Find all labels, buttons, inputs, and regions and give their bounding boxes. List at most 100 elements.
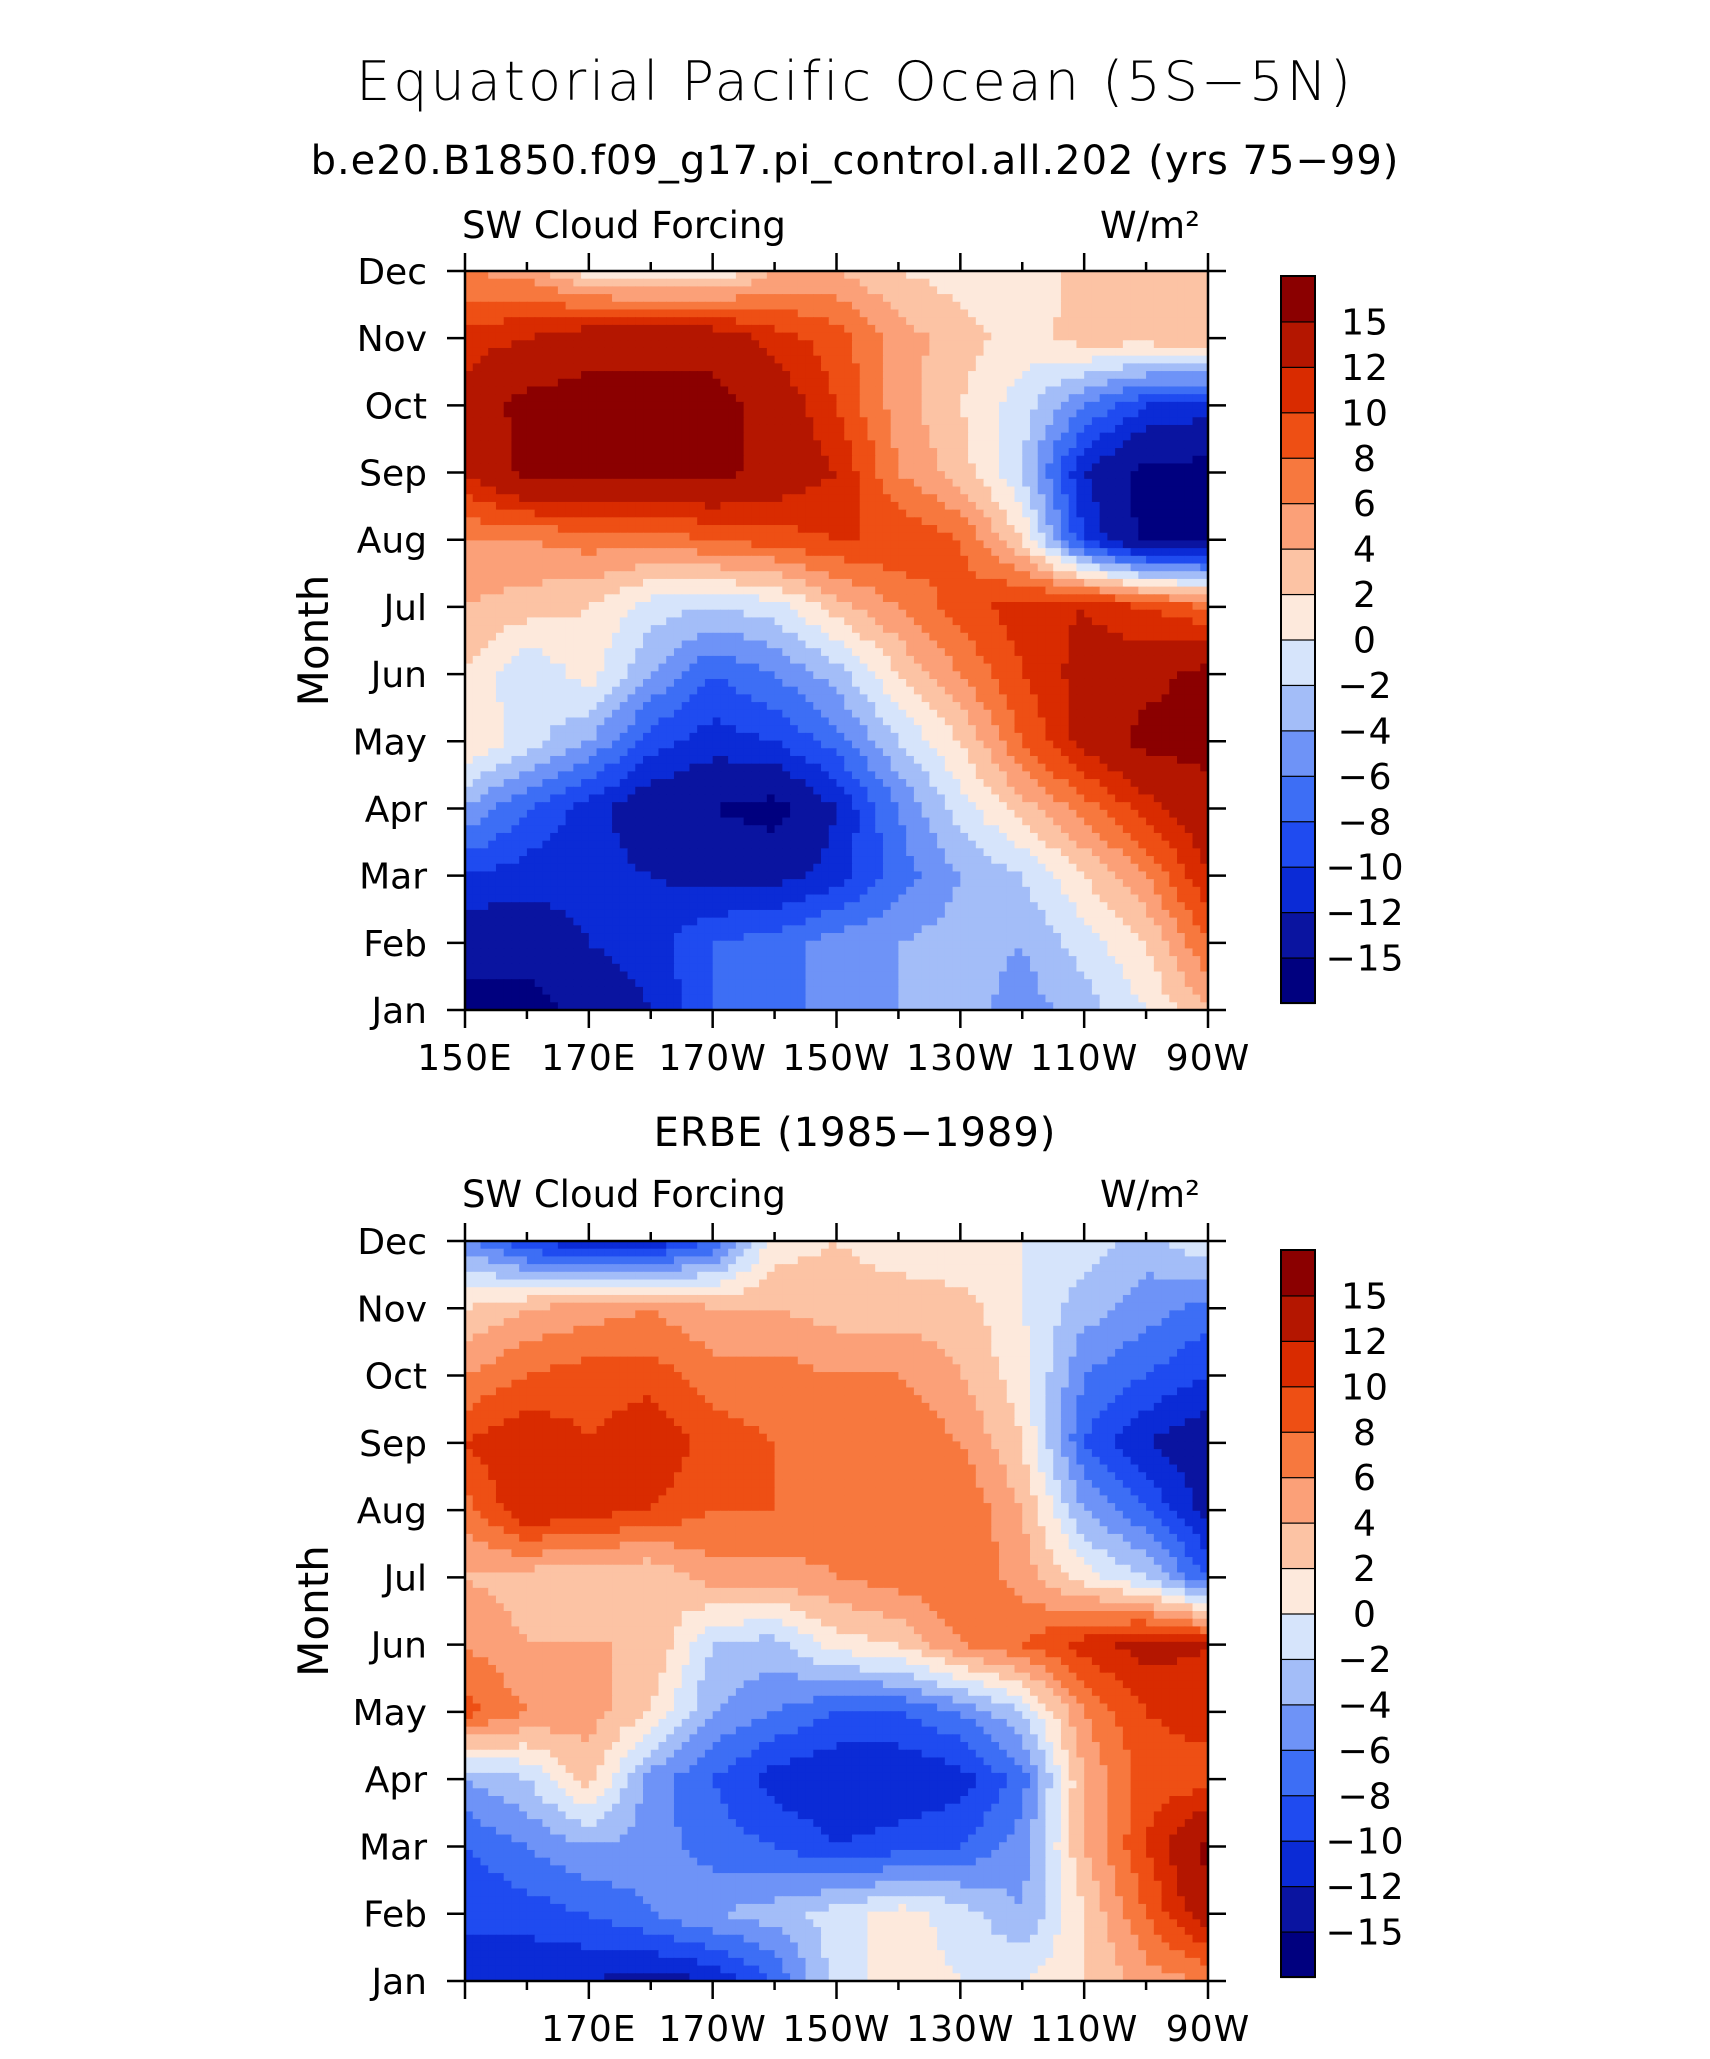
heat-cell: [1115, 463, 1124, 472]
heat-cell: [890, 448, 900, 457]
heat-cell: [937, 301, 946, 311]
heat-cell: [465, 632, 474, 642]
heat-cell: [557, 363, 567, 372]
heat-cell: [851, 401, 861, 411]
heat-cell: [1177, 648, 1186, 657]
heat-cell: [673, 586, 683, 595]
heat-cell: [759, 278, 768, 287]
heat-cell: [751, 455, 760, 465]
heat-cell: [588, 617, 598, 626]
heat-cell: [588, 363, 598, 372]
heat-cell: [480, 486, 489, 495]
heat-cell: [751, 417, 760, 426]
heat-cell: [790, 417, 799, 426]
heat-cell: [898, 602, 907, 611]
heat-cell: [526, 640, 536, 649]
heat-cell: [588, 640, 598, 649]
heat-cell: [1107, 363, 1116, 372]
heat-cell: [1068, 286, 1078, 295]
heat-cell: [1177, 571, 1186, 580]
heat-cell: [828, 501, 838, 511]
heat-cell: [1091, 386, 1101, 395]
heat-cell: [751, 617, 760, 626]
heat-cell: [596, 663, 605, 672]
heat-cell: [511, 301, 520, 311]
heat-cell: [1029, 448, 1039, 457]
heat-cell: [1091, 640, 1101, 649]
heat-cell: [728, 632, 737, 642]
heat-cell: [1022, 486, 1031, 495]
heat-cell: [944, 271, 954, 280]
heat-cell: [550, 663, 559, 672]
heat-cell: [1138, 455, 1147, 465]
heat-cell: [526, 363, 536, 372]
heat-cell: [952, 555, 961, 565]
heat-cell: [712, 463, 722, 472]
heat-cell: [751, 625, 760, 634]
heat-cell: [627, 440, 636, 449]
heat-cell: [960, 347, 969, 357]
heat-cell: [565, 378, 574, 388]
heat-cell: [782, 571, 791, 580]
heat-cell: [650, 540, 660, 549]
heat-cell: [666, 501, 675, 511]
heat-cell: [766, 417, 776, 426]
heat-cell: [1169, 332, 1178, 341]
heat-cell: [828, 355, 838, 364]
heat-cell: [952, 632, 961, 642]
heat-cell: [1099, 486, 1108, 495]
heat-cell: [859, 632, 869, 642]
heat-cell: [937, 394, 946, 403]
heat-cell: [565, 663, 574, 672]
heat-cell: [1107, 563, 1116, 572]
heat-cell: [480, 394, 489, 403]
heat-cell: [836, 540, 845, 549]
heat-cell: [635, 424, 644, 434]
heat-cell: [766, 332, 776, 341]
heat-cell: [1184, 432, 1194, 441]
heat-cell: [805, 486, 814, 495]
heat-cell: [1161, 594, 1170, 603]
heat-cell: [1084, 286, 1093, 295]
heat-cell: [1192, 478, 1201, 488]
heat-cell: [960, 602, 969, 611]
heat-cell: [975, 625, 985, 634]
heat-cell: [612, 309, 621, 318]
heat-cell: [495, 455, 505, 465]
heat-cell: [627, 394, 636, 403]
heat-cell: [735, 555, 745, 565]
heat-cell: [1068, 340, 1078, 349]
heat-cell: [944, 363, 954, 372]
heat-cell: [937, 632, 946, 642]
heat-cell: [627, 517, 636, 526]
heat-cell: [821, 271, 830, 280]
heat-cell: [821, 455, 830, 465]
heat-cell: [759, 371, 768, 380]
heat-cell: [766, 371, 776, 380]
heat-cell: [728, 494, 737, 503]
heat-cell: [1022, 347, 1031, 357]
heat-cell: [1084, 648, 1093, 657]
heat-cell: [1076, 494, 1085, 503]
heat-cell: [1138, 294, 1147, 303]
heat-cell: [1153, 317, 1163, 326]
heat-cell: [1029, 563, 1039, 572]
heat-cell: [526, 478, 536, 488]
heat-cell: [898, 594, 907, 603]
heat-cell: [952, 278, 961, 287]
heat-cell: [968, 455, 977, 465]
heat-cell: [643, 555, 652, 565]
heat-cell: [503, 501, 513, 511]
heat-cell: [735, 271, 745, 280]
heat-cell: [1138, 401, 1147, 411]
heat-cell: [472, 448, 482, 457]
heat-cell: [519, 355, 528, 364]
heat-cell: [503, 463, 513, 472]
heat-cell: [790, 278, 799, 287]
heat-cell: [1014, 509, 1023, 518]
heat-cell: [511, 271, 520, 280]
heat-cell: [472, 609, 482, 619]
heat-cell: [999, 648, 1008, 657]
heat-cell: [534, 632, 543, 642]
heat-cell: [836, 432, 845, 441]
